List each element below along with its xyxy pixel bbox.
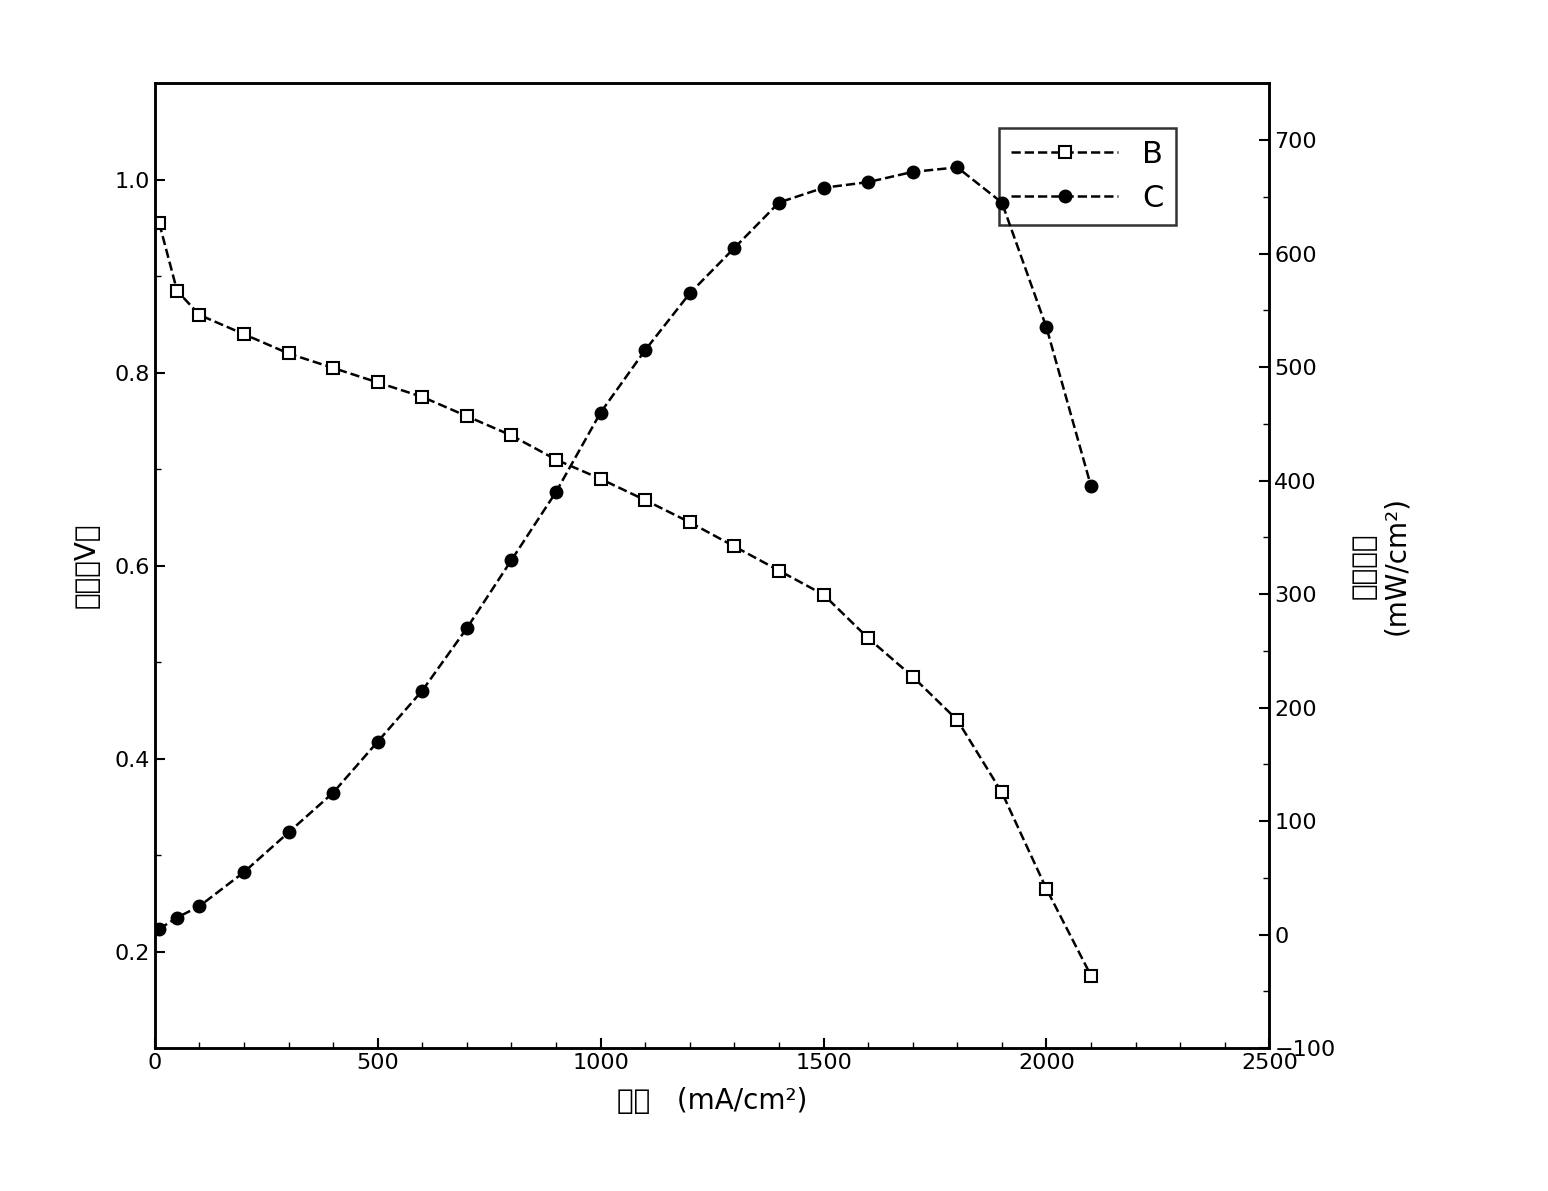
- C: [279, 825, 297, 840]
- Line: C: C: [153, 161, 1098, 935]
- B: [859, 631, 878, 646]
- Y-axis label: 电压（V）: 电压（V）: [73, 523, 101, 609]
- C: [190, 899, 209, 913]
- C: [1082, 479, 1101, 493]
- C: [769, 195, 788, 210]
- B: [947, 713, 966, 728]
- Legend: B, C: B, C: [998, 127, 1176, 225]
- B: [458, 409, 477, 423]
- B: [681, 516, 700, 530]
- C: [591, 405, 610, 419]
- B: [502, 429, 520, 443]
- C: [458, 621, 477, 635]
- X-axis label: 电流   (mA/cm²): 电流 (mA/cm²): [618, 1087, 807, 1115]
- B: [1082, 968, 1101, 983]
- B: [167, 283, 186, 298]
- C: [502, 553, 520, 567]
- B: [150, 216, 169, 230]
- C: [724, 241, 743, 255]
- Line: B: B: [153, 218, 1096, 981]
- C: [992, 195, 1011, 210]
- C: [859, 175, 878, 189]
- C: [904, 164, 923, 179]
- B: [904, 669, 923, 684]
- B: [769, 563, 788, 578]
- B: [368, 375, 387, 389]
- B: [413, 389, 432, 404]
- B: [324, 361, 342, 375]
- C: [1037, 320, 1056, 335]
- C: [150, 922, 169, 936]
- C: [681, 286, 700, 300]
- B: [814, 587, 833, 601]
- C: [947, 161, 966, 175]
- B: [190, 307, 209, 322]
- C: [235, 865, 254, 879]
- B: [724, 540, 743, 554]
- C: [368, 735, 387, 749]
- C: [167, 910, 186, 924]
- C: [324, 786, 342, 800]
- C: [814, 181, 833, 195]
- B: [546, 453, 565, 467]
- C: [636, 343, 655, 357]
- B: [636, 493, 655, 507]
- B: [591, 472, 610, 486]
- B: [279, 347, 297, 361]
- B: [992, 785, 1011, 799]
- C: [413, 684, 432, 698]
- B: [235, 328, 254, 342]
- C: [546, 485, 565, 499]
- B: [1037, 881, 1056, 896]
- Y-axis label: 功率密度
(mW/cm²): 功率密度 (mW/cm²): [1350, 497, 1410, 635]
